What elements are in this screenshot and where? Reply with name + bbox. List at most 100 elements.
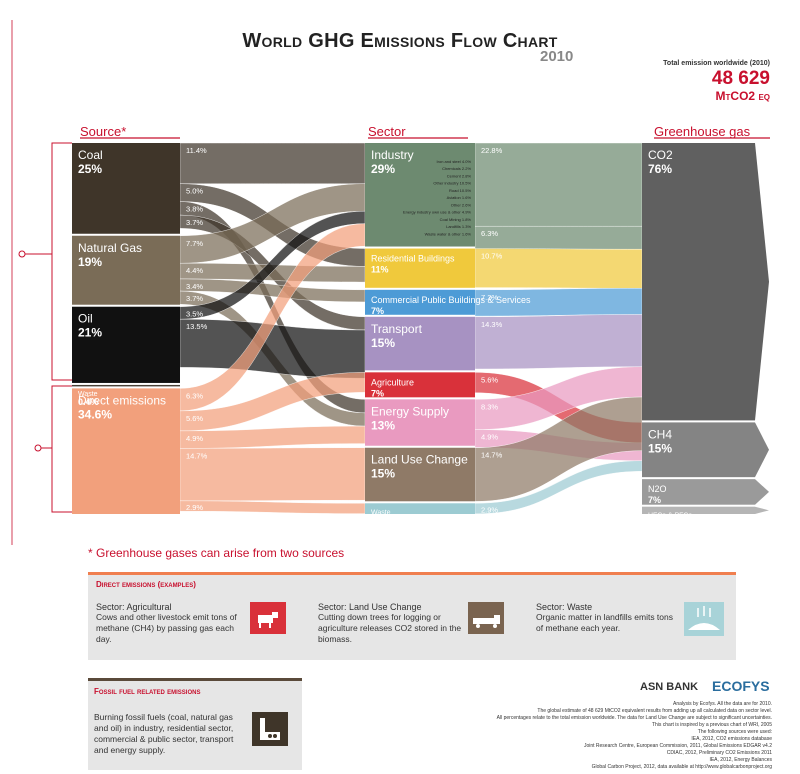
sector-label-agriculture: Agriculture [371,377,414,387]
source-pct-direct-emissions: 34.6% [78,407,112,421]
footer-line: Joint Research Centre, European Commissi… [583,743,772,749]
flow-value-label: 4.9% [481,433,498,442]
gas-arrow-ch4 [755,422,769,478]
source-label-direct-emissions: Direct emissions [78,393,166,407]
source-pct-oil: 21% [78,326,102,340]
flow-value-label: 6.3% [481,229,498,238]
subsector-label: Road 10.5% [449,188,471,193]
flow-value-label: 6.3% [186,391,203,400]
gas-arrow-n2o [755,479,769,505]
sector-label-industry: Industry [371,148,414,162]
source-node-oil [72,306,180,383]
source-pct-natural-gas: 19% [78,255,102,269]
flow-value-label: 14.3% [481,320,503,329]
sector-pct-energy-supply: 13% [371,418,395,432]
sector-label-residential-buildings: Residential Buildings [371,254,455,264]
footer-line: All percentages relate to the total emis… [496,715,772,721]
direct-connector-dot [34,444,42,452]
subsector-label: Aviation 1.6% [447,195,472,200]
chart-year: 2010 [540,48,574,65]
source-label-natural-gas: Natural Gas [78,241,142,255]
sankey-chart: 11.4% 5.0% 3.8% 3.7% 7.7% 4.4% 3.4% 3.7% 3.5% 13.… [11,20,770,545]
subsector-label: Chemicals 2.2% [442,166,471,171]
gas-pct-n2o: 7% [648,495,661,505]
fossil-accent-bar [88,678,302,681]
column-head-sector: Sector [368,124,406,139]
flow-industry-to-co2 [474,142,643,227]
fossil-panel-text: Burning fossil fuels (coal, natural gas … [94,712,234,755]
gas-label-hfcs-pfcs: HFCs & PFCs [648,513,692,520]
source-pct-waste: 0.4% [78,397,99,407]
flow-value-label: 5.6% [481,375,498,384]
source-node-direct-emissions [72,388,180,514]
source-node-waste [72,384,180,387]
sector-pct-agriculture: 7% [371,388,384,398]
footer-line: Global Carbon Project, 2012, data availa… [591,764,772,770]
example-text-land-use: Cutting down trees for logging or agricu… [318,612,462,644]
flow-value-label: 7.2% [481,293,498,302]
sector-pct-commercial-public-buildings-services: 7% [371,306,384,316]
fossil-connector-dot [18,250,26,258]
footer-line: The global estimate of 48 629 MtCO2 equi… [537,708,772,714]
footer-line: IEA, 2012, CO2 emissions database [691,736,772,742]
example-text-waste: Organic matter in landfills emits tons o… [536,612,673,633]
landfill-icon [684,602,724,636]
footer-notes: Analysis by Ecofys. All the data are for… [420,701,772,771]
direct-emissions-panel: Direct emissions (examples) Sector: Agri… [88,572,736,660]
footer-line: This chart is inspired by a previous cha… [651,722,772,728]
flow-direct-emissions-to-land-use-change [179,447,366,502]
gas-node-hfcs-pfcs [642,506,755,514]
sector-node-transport [365,316,475,371]
flow-value-label: 14.7% [186,451,208,460]
footer-line: Analysis by Ecofys. All the data are for… [673,701,772,707]
log-truck-icon [468,602,504,634]
flow-value-label: 3.8% [186,205,203,214]
gas-arrow-co2 [755,143,769,421]
subsector-label: Landfills 1.3% [446,224,471,229]
footer-line: IEA, 2012, Energy Balances [709,757,772,763]
flow-value-label: 11.4% [186,146,207,155]
sector-label-land-use-change: Land Use Change [371,453,468,467]
sector-node-residential-buildings [365,248,475,288]
flow-direct-emissions-to-waste [179,500,366,514]
factory-icon [252,712,288,746]
gas-label-ch4: CH4 [648,427,672,441]
flow-value-label: 3.4% [186,282,203,291]
sector-pct-land-use-change: 15% [371,467,395,481]
flow-value-label: 10.7% [481,252,503,261]
sector-node-waste [365,503,475,514]
subsector-label: Energy industry own use & other 4.9% [403,210,471,215]
subsector-label: Other 2.6% [451,202,472,207]
source-node-coal [72,143,180,234]
sector-pct-residential-buildings: 11% [371,265,389,275]
flow-value-label: 5.6% [186,414,203,423]
sector-node-industry [365,143,475,247]
footer-line: The following sources were used: [697,729,772,735]
fossil-bracket [51,142,72,381]
source-label-waste: Waste [78,391,98,398]
sector-node-land-use-change [365,447,475,502]
sector-node-energy-supply [365,399,475,446]
flow-value-label: 4.4% [186,266,203,275]
subsector-label: Waste water & other 1.6% [425,231,472,236]
gas-node-co2 [642,143,755,421]
footer-line: CDIAC, 2012, Preliminary CO2 Emissions 2… [666,750,772,756]
flow-value-label: 13.5% [186,322,208,331]
gas-label-co2: CO2 [648,148,673,162]
fossil-fuel-panel: Fossil fuel related emissions Burning fo… [88,678,302,770]
chart-title: World GHG Emissions Flow Chart [242,30,558,52]
cow-icon [250,602,286,634]
flow-value-label: 5.0% [186,187,203,196]
gas-node-ch4 [642,422,755,478]
panel-accent-bar [88,572,736,575]
gas-label-n2o: N2O [648,484,667,494]
ecofys-logo: ECOFYS [712,678,770,694]
sector-node-agriculture [365,372,475,398]
flow-value-label: 3.5% [186,310,203,319]
flow-value-label: 14.7% [481,451,503,460]
subsector-label: Cement 2.8% [447,173,472,178]
sector-label-energy-supply: Energy Supply [371,404,449,418]
subsector-label: Iron and steel 4.0% [437,159,472,164]
column-head-gas: Greenhouse gas [654,124,751,139]
sector-node-commercial-public-buildings-services [365,289,475,315]
